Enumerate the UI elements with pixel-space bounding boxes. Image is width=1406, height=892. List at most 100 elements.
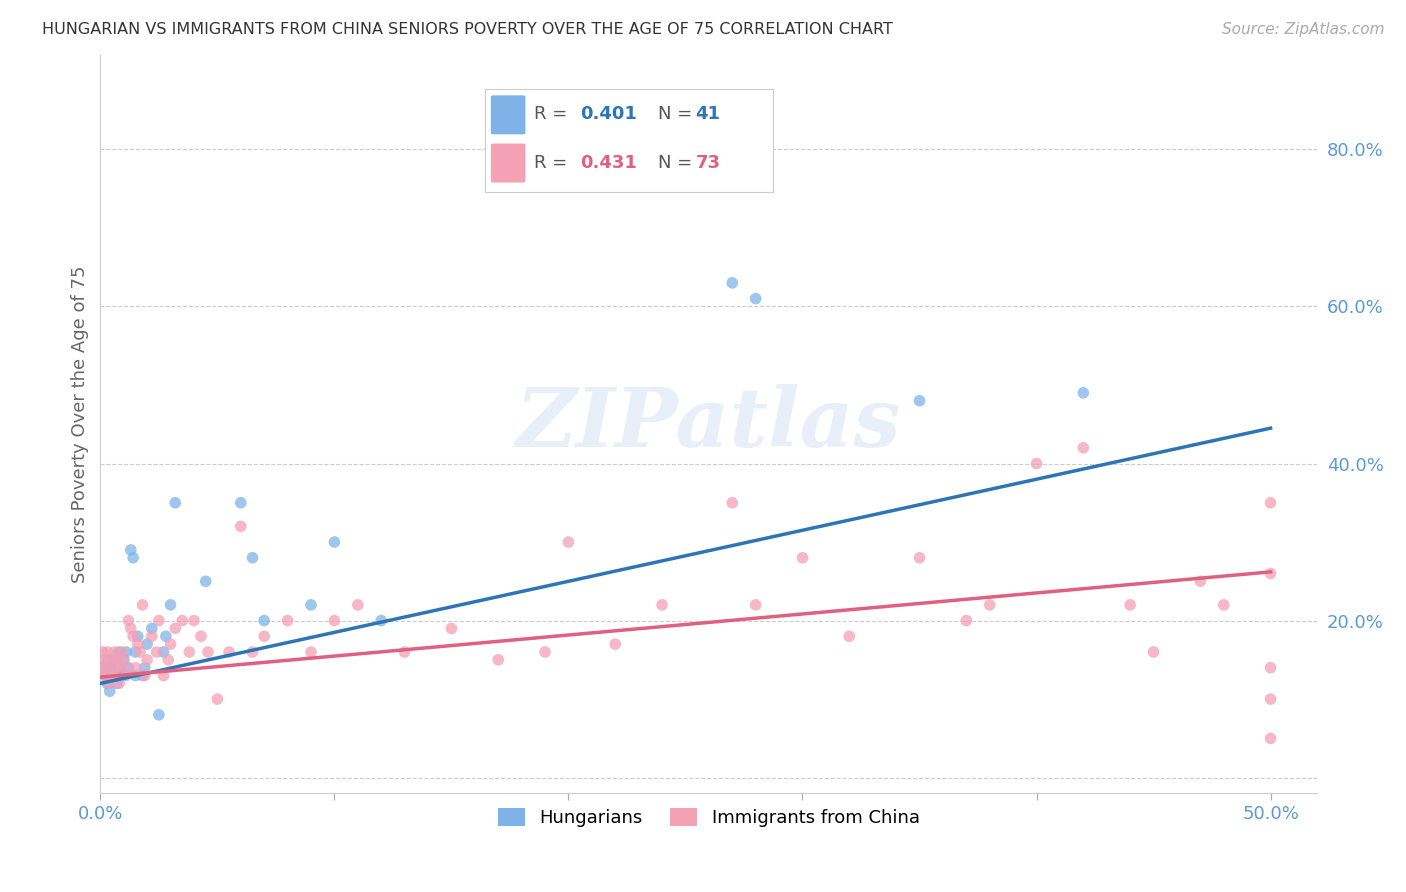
Point (127, 637, 149, 651)
Point (94, 668, 117, 682)
Point (117, 614, 139, 628)
Point (1260, 566, 1282, 581)
Point (117, 661, 139, 675)
Point (124, 645, 146, 659)
Point (152, 668, 174, 682)
Point (1260, 692, 1282, 706)
Point (103, 653, 125, 667)
Point (218, 645, 240, 659)
Point (145, 645, 167, 659)
Point (1260, 731, 1282, 746)
Point (91, 645, 114, 659)
Point (955, 614, 977, 628)
Point (605, 637, 627, 651)
Point (136, 637, 159, 651)
Text: N =: N = (658, 153, 697, 171)
Point (370, 614, 392, 628)
Point (101, 653, 124, 667)
Point (103, 668, 125, 682)
Point (134, 661, 156, 675)
Point (229, 496, 252, 510)
Point (148, 614, 170, 628)
Point (197, 645, 219, 659)
Point (129, 645, 152, 659)
Point (101, 668, 124, 682)
Point (96, 645, 118, 659)
Text: 0.401: 0.401 (581, 105, 637, 123)
Point (721, 276, 744, 290)
Point (346, 598, 368, 612)
Text: HUNGARIAN VS IMMIGRANTS FROM CHINA SENIORS POVERTY OVER THE AGE OF 75 CORRELATIO: HUNGARIAN VS IMMIGRANTS FROM CHINA SENIO… (42, 22, 893, 37)
Point (105, 676, 128, 690)
Point (394, 645, 416, 659)
Point (651, 598, 673, 612)
Point (440, 622, 463, 636)
Text: 73: 73 (696, 153, 720, 171)
Legend: Hungarians, Immigrants from China: Hungarians, Immigrants from China (489, 798, 928, 836)
Point (165, 622, 187, 636)
Point (131, 598, 153, 612)
Point (172, 614, 194, 628)
Point (115, 645, 138, 659)
Point (98, 661, 121, 675)
Point (1260, 496, 1282, 510)
Point (229, 519, 252, 533)
Point (112, 653, 135, 667)
Point (120, 622, 142, 636)
Point (148, 707, 170, 722)
Point (979, 598, 1001, 612)
Point (94, 668, 117, 682)
Point (98, 676, 121, 690)
Point (159, 598, 181, 612)
Point (122, 550, 145, 565)
Point (1119, 598, 1142, 612)
Point (1260, 661, 1282, 675)
Point (557, 535, 579, 549)
Point (242, 550, 264, 565)
Point (323, 614, 346, 628)
Point (96, 661, 118, 675)
Point (908, 550, 931, 565)
Point (108, 676, 131, 690)
Point (105, 653, 128, 667)
Point (96, 653, 118, 667)
Text: Source: ZipAtlas.com: Source: ZipAtlas.com (1222, 22, 1385, 37)
Text: 41: 41 (696, 105, 720, 123)
Point (112, 653, 135, 667)
Point (299, 598, 322, 612)
Point (108, 645, 131, 659)
Point (1212, 598, 1234, 612)
Point (242, 645, 264, 659)
Point (323, 535, 346, 549)
Point (838, 629, 860, 643)
FancyBboxPatch shape (491, 95, 526, 135)
Point (1073, 441, 1095, 455)
Point (792, 550, 814, 565)
Point (183, 614, 205, 628)
Point (136, 653, 159, 667)
Point (115, 668, 138, 682)
Point (105, 661, 128, 675)
Point (253, 614, 276, 628)
Text: R =: R = (534, 153, 574, 171)
Point (124, 661, 146, 675)
Text: 0.431: 0.431 (581, 153, 637, 171)
Point (165, 496, 187, 510)
Point (207, 692, 229, 706)
Point (486, 653, 509, 667)
Point (96, 676, 118, 690)
Point (277, 614, 299, 628)
Point (94, 653, 117, 667)
Point (1025, 457, 1047, 471)
Point (744, 292, 766, 306)
Point (179, 645, 201, 659)
Point (112, 661, 135, 675)
FancyBboxPatch shape (491, 144, 526, 183)
Point (534, 645, 557, 659)
Point (110, 645, 132, 659)
Text: N =: N = (658, 105, 697, 123)
Point (110, 668, 132, 682)
Point (112, 668, 135, 682)
Point (194, 574, 217, 589)
Point (141, 629, 163, 643)
